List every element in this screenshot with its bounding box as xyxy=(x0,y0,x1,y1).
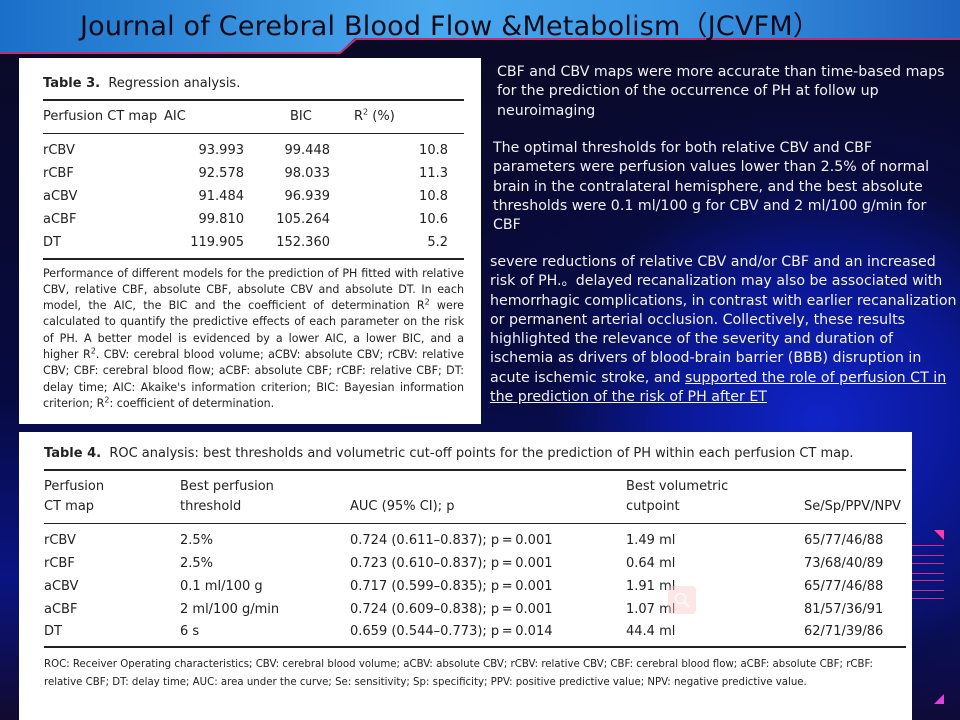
table3-cell-bic: 98.033 xyxy=(284,166,331,181)
table3-caption: Table 3. Regression analysis. xyxy=(43,76,464,91)
table-row: rCBF 2.5% 0.723 (0.610–0.837); p = 0.001… xyxy=(44,552,906,575)
table3-cell-bic: 105.264 xyxy=(276,212,330,227)
summary-paragraph-conclusion: severe reductions of relative CBV and/or… xyxy=(490,254,957,406)
table4-caption-text: ROC analysis: best thresholds and volume… xyxy=(109,446,854,461)
table4-caption: Table 4. ROC analysis: best thresholds a… xyxy=(44,446,906,461)
table3-cell-r2: 10.6 xyxy=(419,212,448,227)
table4-cell-cutpoint: 1.49 ml xyxy=(626,532,676,548)
table4-cell-metrics: 65/77/46/88 xyxy=(804,532,884,548)
table3-cell-aic: 91.484 xyxy=(198,189,245,204)
table3-footnote: Performance of different models for the … xyxy=(43,266,464,410)
table3-cell-aic: 99.810 xyxy=(198,212,245,227)
table4-cell-metrics: 73/68/40/89 xyxy=(804,555,884,571)
table4-roc: Perfusion CT map Best perfusion threshold … xyxy=(44,469,906,648)
table4-cell-cutpoint: 0.64 ml xyxy=(626,555,676,571)
table4-header-cutpoint: Best volumetric cutpoint xyxy=(626,479,729,514)
table3-cell-map: aCBF xyxy=(43,212,77,227)
decorative-line xyxy=(912,598,944,599)
table-row: aCBF 99.810 105.264 10.6 xyxy=(43,209,464,232)
table4-cell-metrics: 81/57/36/91 xyxy=(804,601,884,617)
table-row: aCBF 2 ml/100 g/min 0.724 (0.609–0.838);… xyxy=(44,598,906,621)
table3-cell-map: rCBV xyxy=(43,143,75,159)
table4-footnote: ROC: Receiver Operating characteristics;… xyxy=(44,658,873,689)
table3-header-aic: AIC xyxy=(164,109,186,124)
table4-header-metrics: Se/Sp/PPV/NPV xyxy=(804,499,901,514)
summary-paragraph-accuracy: CBF and CBV maps were more accurate than… xyxy=(497,64,945,119)
table3-cell-bic: 152.360 xyxy=(276,235,330,250)
slide-title: Journal of Cerebral Blood Flow &Metaboli… xyxy=(80,11,821,42)
table3-cell-r2: 11.3 xyxy=(419,166,448,181)
table3-header-r2: R2 (%) xyxy=(354,107,395,124)
table3-caption-label: Table 3. xyxy=(43,76,101,91)
table3-header-bic: BIC xyxy=(290,109,312,124)
table3-cell-map: rCBF xyxy=(43,166,74,181)
table-row: DT 119.905 152.360 5.2 xyxy=(43,232,464,259)
table4-cell-map: rCBF xyxy=(44,555,75,571)
table3-cell-aic: 93.993 xyxy=(198,143,245,159)
decorative-line xyxy=(912,573,944,574)
underlined-conclusion: supported the role of perfusion CT in th… xyxy=(490,369,947,406)
table4-cell-cutpoint: 44.4 ml xyxy=(626,624,676,639)
table3-cell-r2: 5.2 xyxy=(427,235,448,250)
pink-triangle-icon-bottom xyxy=(934,694,944,704)
table3-panel: Table 3. Regression analysis. Perfusion … xyxy=(19,58,481,424)
decorative-line xyxy=(912,555,944,556)
zoom-magnifier-icon xyxy=(668,586,696,614)
table4-cell-map: aCBV xyxy=(44,578,79,594)
table4-cell-threshold: 2.5% xyxy=(180,555,214,571)
table-row: aCBV 91.484 96.939 10.8 xyxy=(43,186,464,209)
table4-cell-auc: 0.723 (0.610–0.837); p = 0.001 xyxy=(350,555,553,571)
table3-cell-map: DT xyxy=(43,235,61,250)
table-row: rCBV 93.993 99.448 10.8 xyxy=(43,133,464,163)
table4-cell-cutpoint: 1.91 ml xyxy=(626,578,676,594)
table4-caption-label: Table 4. xyxy=(44,446,102,461)
table3-header-map: Perfusion CT map xyxy=(43,109,158,124)
table4-cell-threshold: 0.1 ml/100 g xyxy=(180,578,263,594)
table-row: aCBV 0.1 ml/100 g 0.717 (0.599–0.835); p… xyxy=(44,575,906,598)
table4-cell-threshold: 2 ml/100 g/min xyxy=(180,601,280,617)
table3-cell-bic: 96.939 xyxy=(284,189,331,204)
table4-cell-auc: 0.724 (0.609–0.838); p = 0.001 xyxy=(350,601,553,617)
table3-cell-map: aCBV xyxy=(43,189,78,204)
decorative-line xyxy=(912,563,944,564)
table4-header-map: Perfusion CT map xyxy=(44,479,105,514)
table4-cell-metrics: 65/77/46/88 xyxy=(804,578,884,594)
table3-cell-aic: 92.578 xyxy=(198,166,245,181)
table-row: rCBV 2.5% 0.724 (0.611–0.837); p = 0.001… xyxy=(44,523,906,552)
table4-cell-map: rCBV xyxy=(44,532,76,548)
table3-cell-r2: 10.8 xyxy=(419,143,448,159)
table4-cell-map: DT xyxy=(44,624,62,639)
table-row: rCBF 92.578 98.033 11.3 xyxy=(43,163,464,186)
table4-header-threshold: Best perfusion threshold xyxy=(180,479,274,514)
table4-cell-auc: 0.717 (0.599–0.835); p = 0.001 xyxy=(350,578,553,594)
table4-cell-metrics: 62/71/39/86 xyxy=(804,624,884,639)
table4-cell-auc: 0.724 (0.611–0.837); p = 0.001 xyxy=(350,532,553,548)
table3-cell-aic: 119.905 xyxy=(190,235,244,250)
decorative-line xyxy=(912,580,944,581)
table3-caption-text: Regression analysis. xyxy=(108,76,241,91)
table3-cell-bic: 99.448 xyxy=(284,143,331,159)
table4-header-auc: AUC (95% CI); p xyxy=(350,499,455,514)
decorative-line xyxy=(912,545,944,546)
table4-panel: Table 4. ROC analysis: best thresholds a… xyxy=(19,432,912,720)
pink-triangle-icon-top xyxy=(934,530,944,540)
table4-cell-cutpoint: 1.07 ml xyxy=(626,601,676,617)
decorative-line xyxy=(912,590,944,591)
table3-regression: Perfusion CT map AIC BIC R2 (%) rCBV 93.… xyxy=(43,99,464,260)
table4-cell-threshold: 6 s xyxy=(180,624,200,639)
summary-paragraph-thresholds: The optimal thresholds for both relative… xyxy=(493,140,930,234)
table4-cell-map: aCBF xyxy=(44,601,78,617)
table4-cell-auc: 0.659 (0.544–0.773); p = 0.014 xyxy=(350,624,553,639)
table3-cell-r2: 10.8 xyxy=(419,189,448,204)
table-row: DT 6 s 0.659 (0.544–0.773); p = 0.014 44… xyxy=(44,621,906,647)
table4-cell-threshold: 2.5% xyxy=(180,532,214,548)
